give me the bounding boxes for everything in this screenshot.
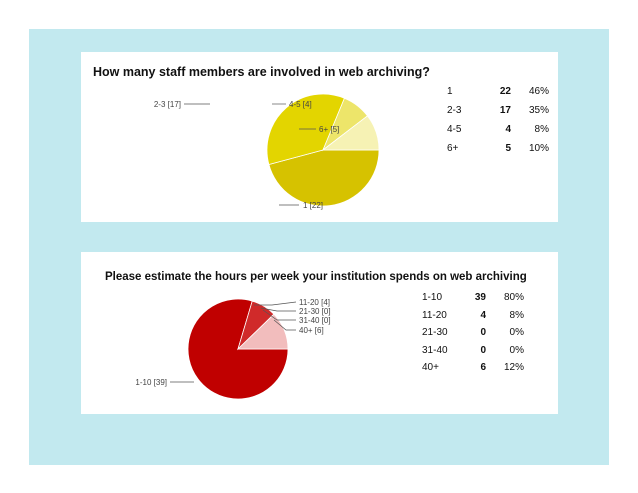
row-percent: 12% [503,362,524,374]
row-percent: 0% [509,344,524,356]
row-category: 40+ [422,362,439,374]
slice-label-4-5: 4-5 [4] [289,100,312,109]
row-percent: 46% [528,86,549,97]
row-count: 0 [480,327,486,339]
row-count: 39 [474,292,486,304]
row-percent: 0% [509,327,524,339]
table-row: 40+ 6 12% [422,359,524,377]
row-percent: 8% [509,309,524,321]
table-row: 2-3 17 35% [447,101,549,120]
table-row: 1 22 46% [447,82,549,101]
slice-label-11-20: 11-20 [4] [299,298,330,307]
row-category: 2-3 [447,105,462,116]
table-row: 21-30 0 0% [422,324,524,342]
row-count: 22 [499,86,511,97]
table-row: 4-5 4 8% [447,120,549,139]
slice-label-31-40: 31-40 [0] [299,316,331,325]
row-count: 5 [505,143,511,154]
row-category: 6+ [447,143,459,154]
table-row: 6+ 5 10% [447,139,549,158]
chart-title: How many staff members are involved in w… [93,65,430,79]
row-category: 1 [447,86,453,97]
leader-line-40plus [273,319,296,331]
row-category: 11-20 [422,309,447,321]
staff-chart-card: How many staff members are involved in w… [81,52,558,222]
table-row: 1-10 39 80% [422,289,524,307]
pie-slice-1 [268,149,380,207]
slice-label-21-30: 21-30 [0] [299,307,331,316]
slice-label-1-10: 1-10 [39] [135,378,167,387]
staff-pie-chart: 1 [22] 2-3 [17] 4-5 [4] 6+ [5] [154,93,380,210]
row-count: 4 [505,124,511,135]
leader-line-31-40 [262,309,296,321]
row-percent: 8% [534,124,549,135]
row-count: 6 [480,362,486,374]
hours-summary-table: 1-10 39 80% 11-20 4 8% 21-30 0 0% 31-40 0 0% 40+ 6 12% [422,289,524,377]
row-count: 4 [480,309,486,321]
row-category: 4-5 [447,124,462,135]
row-percent: 10% [528,143,549,154]
hours-chart-card: Please estimate the hours per week your … [81,252,558,414]
slice-label-40plus: 40+ [6] [299,326,324,335]
row-count: 0 [480,344,486,356]
row-category: 21-30 [422,327,448,339]
hours-pie-chart: 1-10 [39] 11-20 [4]21-30 [0]31-40 [0]40+ … [135,298,331,400]
staff-summary-table: 1 22 46% 2-3 17 35% 4-5 4 8% 6+ 5 10% [447,82,549,158]
row-count: 17 [499,105,511,116]
slice-label-2-3: 2-3 [17] [154,100,181,109]
leader-line-11-20 [254,301,297,306]
leader-line-21-30 [260,307,296,312]
row-percent: 80% [503,292,524,304]
row-percent: 35% [528,105,549,116]
pie-slice-40plus [237,313,289,350]
slice-label-6plus: 6+ [5] [319,125,339,134]
slice-label-1: 1 [22] [303,201,323,210]
chart-title: Please estimate the hours per week your … [105,271,527,283]
row-category: 31-40 [422,344,448,356]
row-category: 1-10 [422,292,443,304]
table-row: 11-20 4 8% [422,307,524,325]
pie-slice-6plus [321,115,380,151]
table-row: 31-40 0 0% [422,342,524,360]
